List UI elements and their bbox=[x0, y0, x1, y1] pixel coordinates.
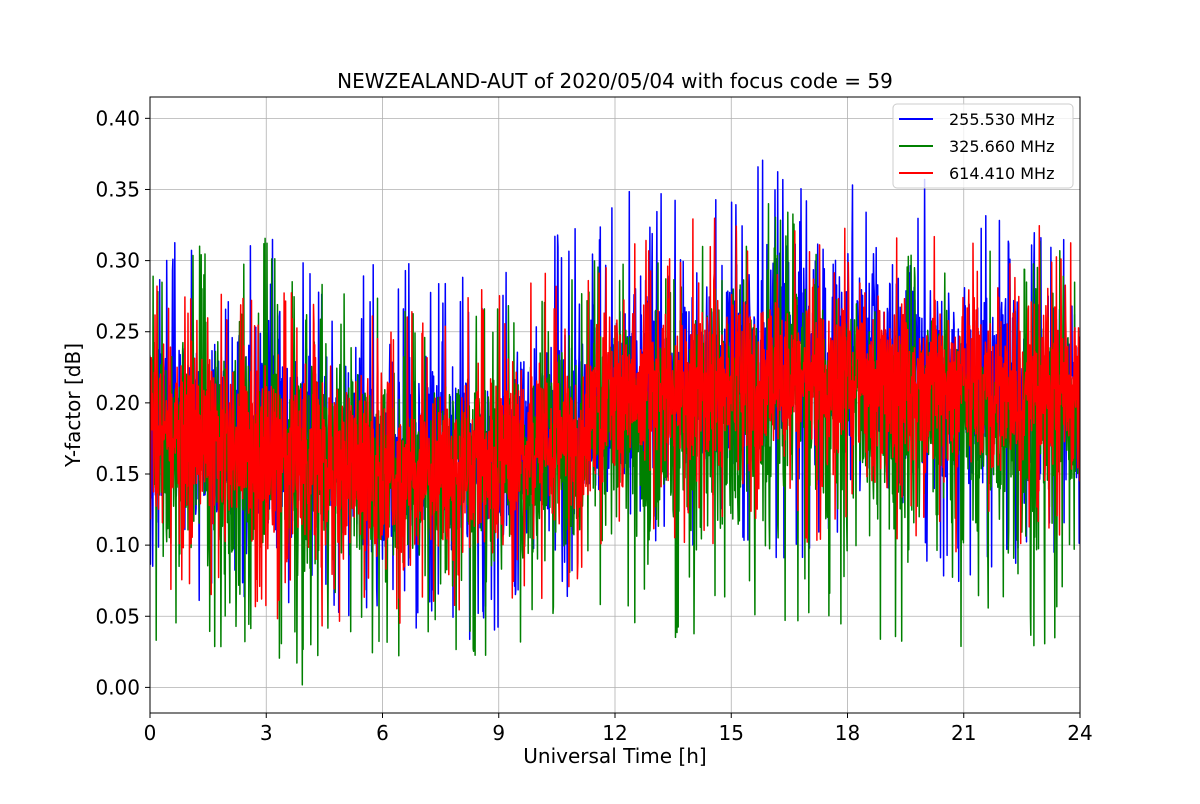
x-axis-ticks: 0 3 6 9 12 15 18 21 24 bbox=[144, 713, 1093, 745]
y-tick-label: 0.25 bbox=[95, 320, 140, 344]
legend-box bbox=[892, 103, 1074, 189]
legend-label: 325.660 MHz bbox=[949, 137, 1054, 156]
x-tick-label: 0 bbox=[144, 721, 157, 745]
y-tick-label: 0.10 bbox=[95, 533, 140, 557]
x-tick-label: 9 bbox=[492, 721, 505, 745]
x-tick-label: 18 bbox=[835, 721, 860, 745]
y-tick-label: 0.20 bbox=[95, 391, 140, 415]
y-axis-label: Y-factor [dB] bbox=[61, 343, 85, 468]
legend: 255.530 MHz 325.660 MHz 614.410 MHz bbox=[892, 103, 1074, 189]
x-axis-label: Universal Time [h] bbox=[523, 744, 706, 768]
y-tick-label: 0.15 bbox=[95, 462, 140, 486]
series-layer bbox=[150, 159, 1080, 686]
x-tick-label: 15 bbox=[719, 721, 744, 745]
legend-label: 255.530 MHz bbox=[949, 110, 1054, 129]
y-tick-label: 0.35 bbox=[95, 177, 140, 201]
x-tick-label: 12 bbox=[602, 721, 627, 745]
y-tick-label: 0.05 bbox=[95, 604, 140, 628]
y-tick-label: 0.40 bbox=[95, 106, 140, 130]
x-tick-label: 24 bbox=[1067, 721, 1092, 745]
chart-title: NEWZEALAND-AUT of 2020/05/04 with focus … bbox=[337, 69, 893, 93]
x-tick-label: 21 bbox=[951, 721, 976, 745]
y-tick-label: 0.00 bbox=[95, 675, 140, 699]
y-axis-ticks: 0.00 0.05 0.10 0.15 0.20 0.25 0.30 0.35 0.40 bbox=[95, 106, 150, 699]
series-line bbox=[150, 217, 1080, 627]
x-tick-label: 6 bbox=[376, 721, 389, 745]
y-tick-label: 0.30 bbox=[95, 249, 140, 273]
x-tick-label: 3 bbox=[260, 721, 273, 745]
legend-label: 614.410 MHz bbox=[949, 164, 1054, 183]
